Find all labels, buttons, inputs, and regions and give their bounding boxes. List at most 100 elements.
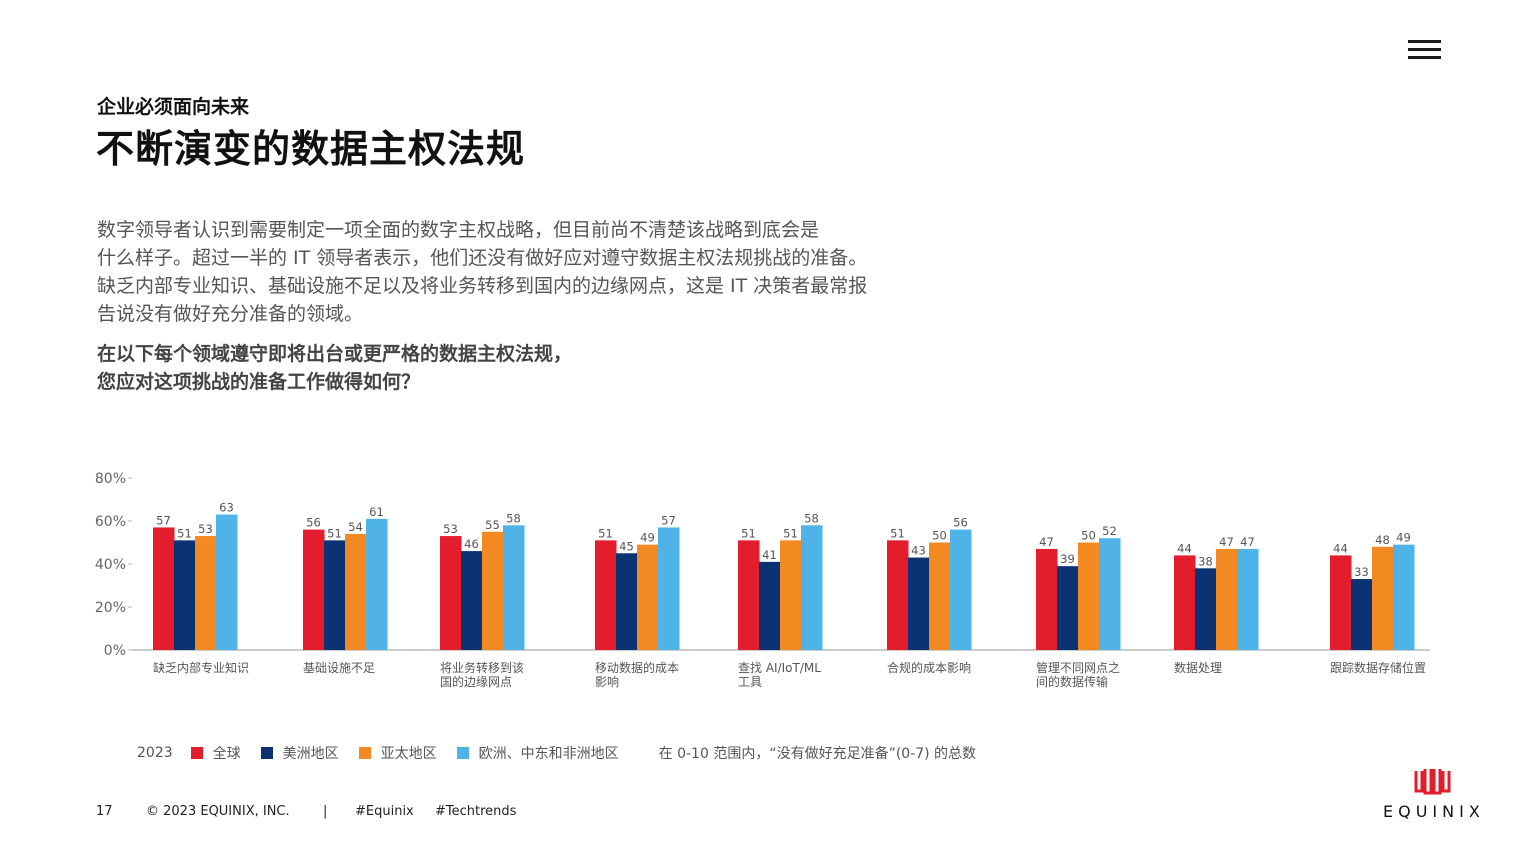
- bar: [616, 553, 638, 650]
- bar: [1372, 546, 1394, 650]
- legend-label: 美洲地区: [282, 746, 339, 762]
- question-line: 在以下每个领域遵守即将出台或更严格的数据主权法规，: [97, 343, 573, 365]
- hashtag-equinix[interactable]: #Equinix: [355, 804, 414, 819]
- data-label: 49: [640, 531, 655, 545]
- category-label: 数据处理: [1174, 660, 1222, 675]
- y-tick-label: 20%: [95, 600, 126, 616]
- legend-swatch: [260, 747, 273, 759]
- bar: [637, 544, 659, 650]
- question-line: 您应对这项挑战的准备工作做得如何？: [97, 371, 421, 393]
- data-label: 56: [306, 516, 321, 530]
- bar: [1237, 548, 1259, 650]
- category-label: 管理不同网点之: [1036, 660, 1120, 675]
- y-tick-label: 80%: [95, 471, 126, 487]
- menu-icon[interactable]: [1408, 40, 1441, 60]
- legend-label: 欧洲、中东和非洲地区: [478, 746, 619, 762]
- legend-swatch: [456, 747, 469, 759]
- data-label: 50: [932, 529, 947, 543]
- data-label: 56: [953, 516, 968, 530]
- bar: [1099, 538, 1121, 650]
- category-label: 合规的成本影响: [887, 660, 971, 675]
- category-label: 国的边缘网点: [440, 674, 512, 689]
- hashtag-techtrends[interactable]: #Techtrends: [435, 804, 517, 819]
- bar: [366, 518, 388, 650]
- data-label: 57: [661, 513, 676, 527]
- data-label: 44: [1333, 541, 1348, 555]
- data-label: 47: [1219, 535, 1234, 549]
- data-label: 43: [911, 544, 926, 558]
- survey-question: 在以下每个领域遵守即将出台或更严格的数据主权法规， 您应对这项挑战的准备工作做得…: [97, 340, 572, 396]
- bar: [503, 525, 525, 650]
- bar: [1216, 548, 1238, 650]
- bar: [908, 557, 930, 650]
- category-label: 工具: [738, 675, 762, 689]
- page-title: 不断演变的数据主权法规: [96, 127, 526, 171]
- bar: [1195, 568, 1217, 650]
- intro-line: 数字领导者认识到需要制定一项全面的数字主权战略，但目前尚不清楚该战略到底会是: [97, 219, 820, 241]
- copyright: © 2023 EQUINIX, INC.: [146, 804, 290, 819]
- section-kicker: 企业必须面向未来: [97, 96, 250, 118]
- bar: [174, 540, 196, 650]
- data-label: 51: [783, 526, 798, 540]
- bar: [324, 540, 346, 650]
- data-label: 46: [464, 537, 479, 551]
- category-label: 移动数据的成本: [595, 660, 679, 675]
- intro-line: 缺乏内部专业知识、基础设施不足以及将业务转移到国内的边缘网点，这是 IT 决策者…: [97, 275, 868, 297]
- data-label: 52: [1102, 524, 1117, 538]
- y-tick-label: 60%: [95, 514, 126, 530]
- page-number: 17: [96, 804, 113, 819]
- data-label: 57: [156, 513, 171, 527]
- intro-paragraph: 数字领导者认识到需要制定一项全面的数字主权战略，但目前尚不清楚该战略到底会是 什…: [97, 216, 957, 328]
- bar: [1057, 566, 1079, 650]
- data-label: 51: [741, 526, 756, 540]
- legend-label: 全球: [212, 746, 241, 762]
- y-tick-label: 0%: [104, 643, 126, 659]
- data-label: 58: [506, 511, 521, 525]
- legend-note: 在 0-10 范围内，“没有做好充足准备”(0-7) 的总数: [658, 746, 977, 762]
- legend-item-emea: 欧洲、中东和非洲地区: [456, 743, 619, 763]
- data-label: 63: [219, 501, 234, 515]
- category-label: 将业务转移到该: [440, 660, 524, 675]
- equinix-logo-icon: [1414, 769, 1451, 795]
- bar: [780, 540, 802, 650]
- bar: [195, 536, 217, 650]
- data-label: 39: [1060, 552, 1075, 566]
- legend-label: 亚太地区: [380, 746, 437, 762]
- bar: [303, 529, 325, 650]
- data-label: 51: [177, 526, 192, 540]
- bar: [482, 531, 504, 650]
- data-label: 45: [619, 539, 634, 553]
- data-label: 58: [804, 511, 819, 525]
- y-tick-label: 40%: [95, 557, 126, 573]
- bar: [216, 514, 238, 650]
- data-label: 54: [348, 520, 363, 534]
- data-label: 61: [369, 505, 384, 519]
- bar: [345, 533, 367, 650]
- bar: [801, 525, 823, 650]
- bar: [440, 536, 462, 650]
- brand-wordmark: EQUINIX: [1383, 802, 1485, 821]
- data-label: 49: [1396, 531, 1411, 545]
- data-label: 48: [1375, 533, 1390, 547]
- bar-chart: 0% 20% 40% 60% 80% 57 51 53 63 缺乏内部专业知识 56 51 54 61 基础…: [95, 471, 1430, 689]
- bar: [153, 527, 175, 650]
- bar: [595, 540, 617, 650]
- bar: [1393, 544, 1415, 650]
- bar: [759, 561, 781, 650]
- data-label: 41: [762, 548, 777, 562]
- bar: [461, 551, 483, 650]
- data-label: 51: [327, 526, 342, 540]
- category-label: 基础设施不足: [303, 661, 375, 675]
- legend-swatch: [358, 747, 371, 759]
- legend-year: 2023: [137, 745, 173, 761]
- data-label: 53: [198, 522, 213, 536]
- data-label: 53: [443, 522, 458, 536]
- data-label: 33: [1354, 565, 1369, 579]
- legend-item-apac: 亚太地区: [358, 743, 437, 763]
- category-label: 缺乏内部专业知识: [153, 660, 249, 675]
- data-label: 50: [1081, 529, 1096, 543]
- bar: [929, 542, 951, 650]
- category-label: 影响: [595, 674, 619, 689]
- bar: [1174, 555, 1196, 650]
- data-label: 51: [598, 526, 613, 540]
